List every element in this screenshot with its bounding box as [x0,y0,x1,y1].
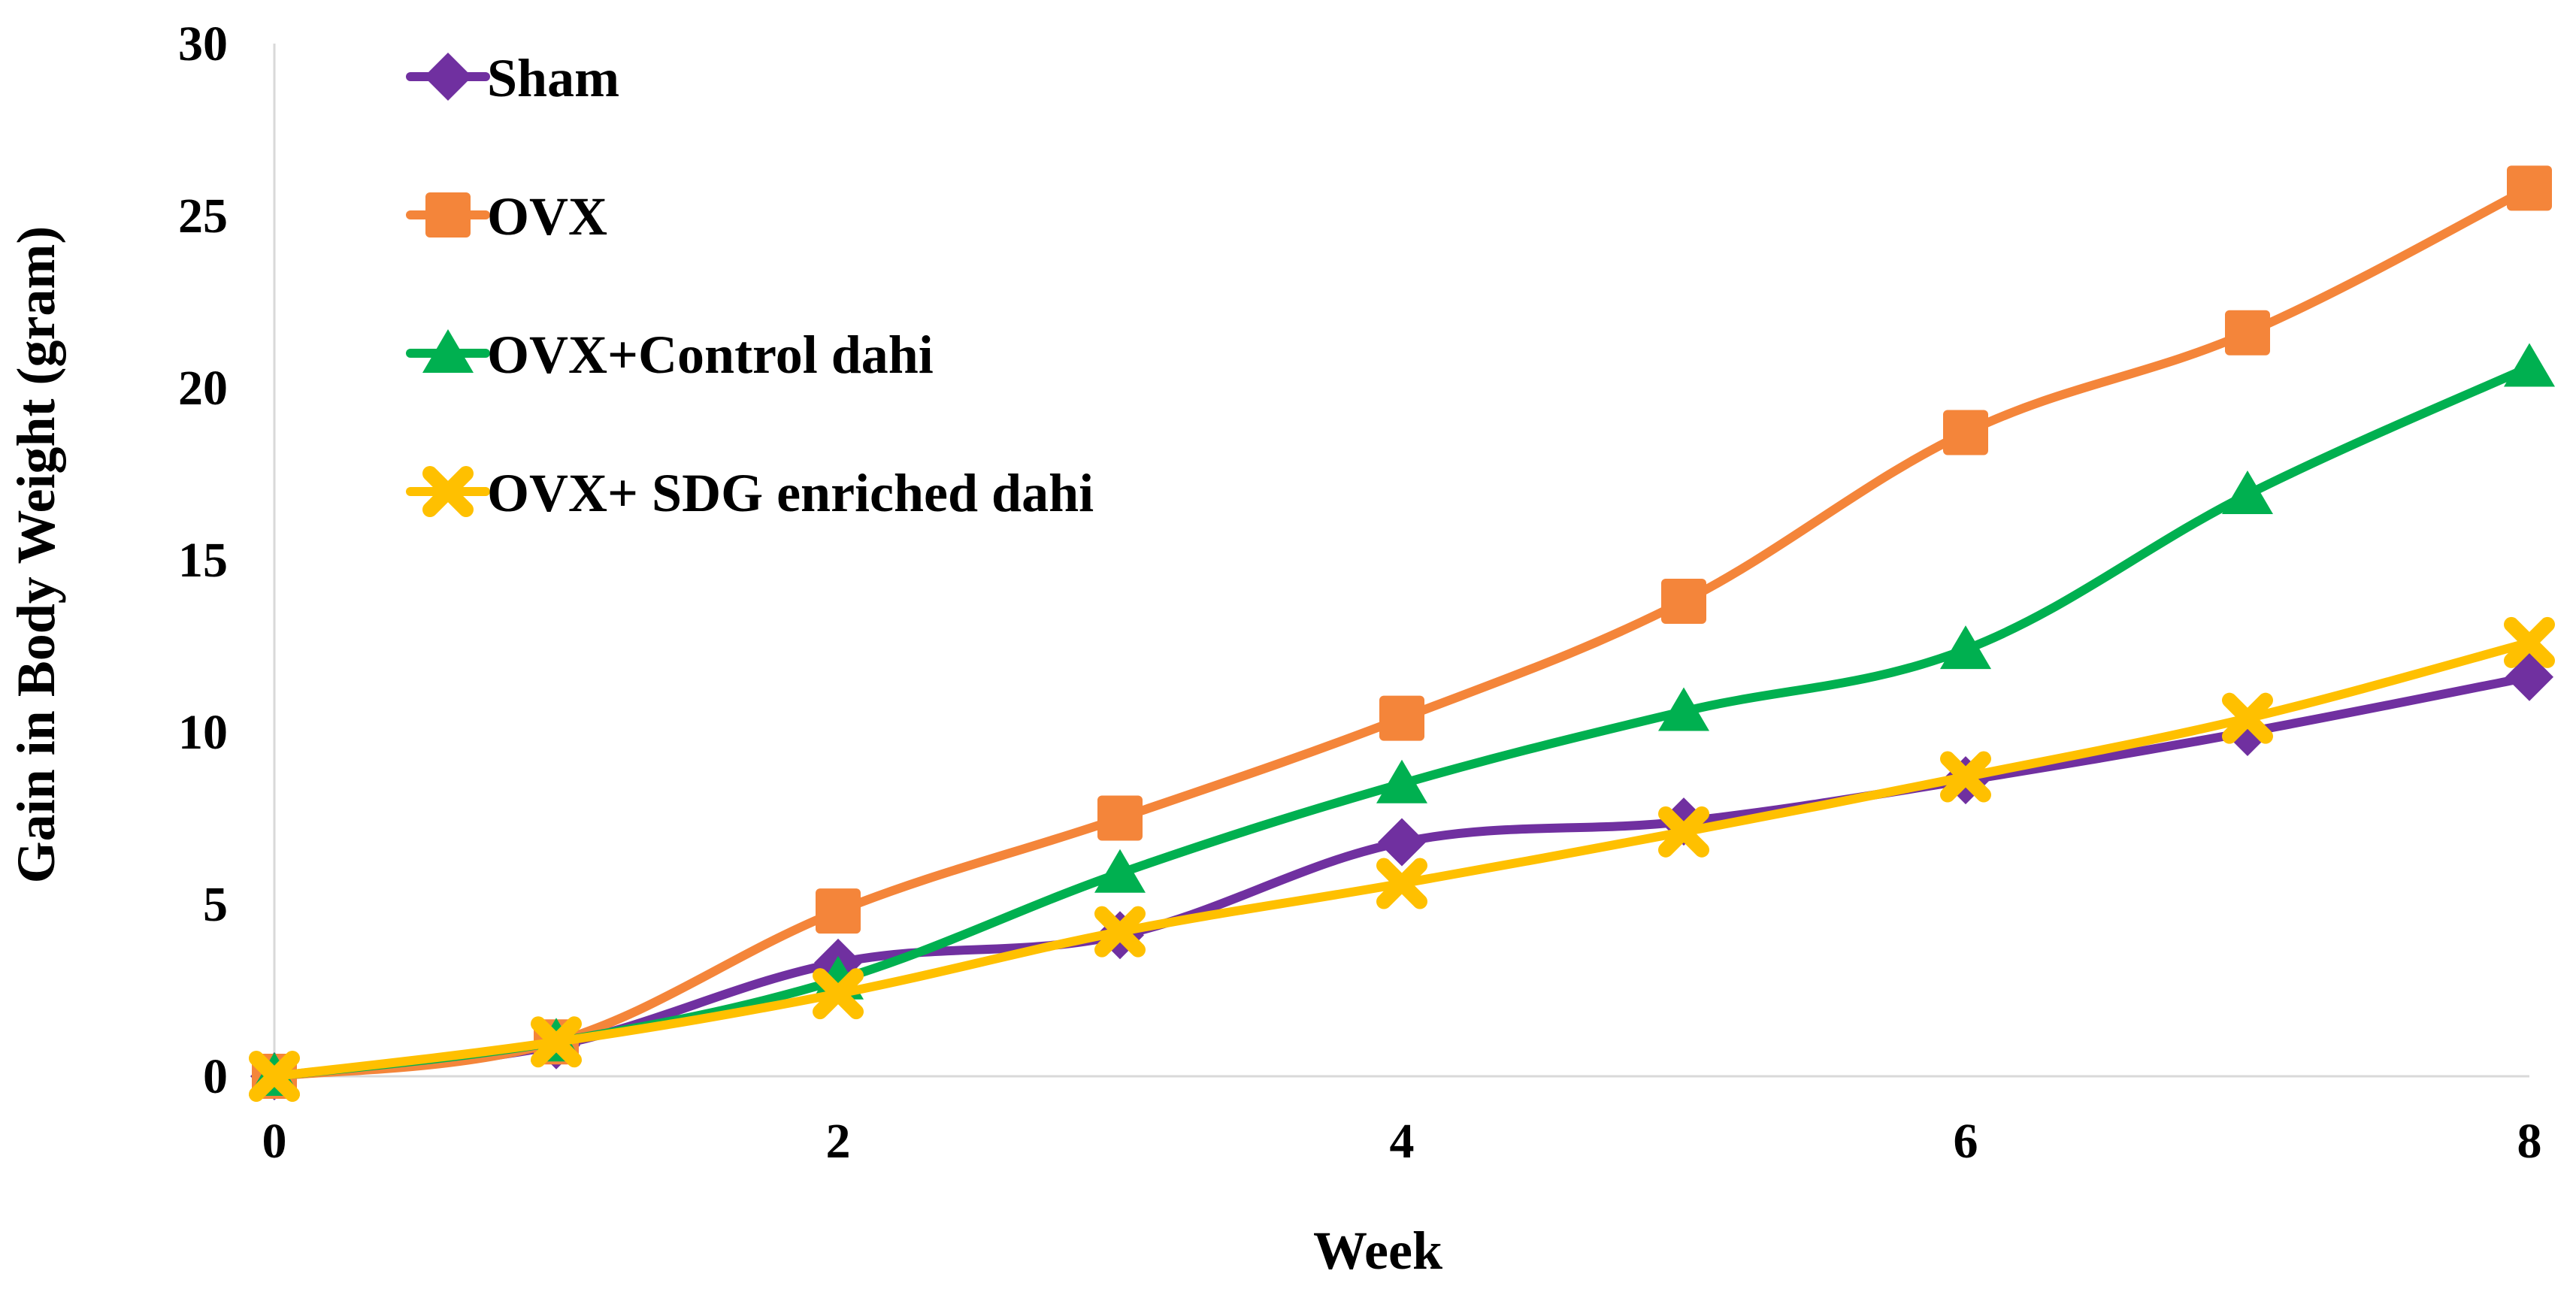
data-point-ovx-sdg-enriched-dahi [1658,806,1709,858]
legend-item-ovx-sdg-enriched-dahi: OVX+ SDG enriched dahi [406,463,1094,523]
y-tick-label: 10 [178,705,228,760]
y-tick-label: 25 [178,189,228,244]
legend-label: OVX+ SDG enriched dahi [487,463,1094,523]
data-point-sham [1378,818,1426,867]
data-point-ovx-sdg-enriched-dahi [249,1051,300,1102]
series-layer [249,165,2555,1102]
legend-marker-icon-stroke [422,466,474,517]
data-point-ovx-sdg-enriched-dahi [813,968,864,1020]
series-ovx [252,165,2552,1099]
x-tick-label: 8 [2517,1114,2542,1169]
legend-marker-icon [422,329,474,373]
data-point-ovx [2507,165,2552,211]
data-point-ovx [1097,795,1143,841]
y-axis-title: Gain in Body Weight (gram) [6,226,66,884]
y-tick-label: 0 [203,1049,228,1104]
data-point-ovx-sdg-enriched-dahi-stroke [1940,751,1991,803]
data-point-ovx-sdg-enriched-dahi-stroke [1094,906,1146,958]
legend-item-sham: Sham [406,48,619,108]
series-ovx-sdg-enriched-dahi [249,616,2555,1102]
data-point-ovx-sdg-enriched-dahi [1940,751,1991,803]
legend-label: OVX+Control dahi [487,325,934,385]
data-point-ovx-sdg-enriched-dahi-stroke [531,1016,582,1068]
series-line-ovx [270,183,2534,1081]
data-point-ovx-sdg-enriched-dahi-stroke [1376,858,1427,909]
data-point-ovx [2225,310,2270,356]
data-point-ovx-sdg-enriched-dahi-stroke [1658,806,1709,858]
data-point-ovx [1379,695,1424,741]
data-point-ovx-sdg-enriched-dahi [531,1016,582,1068]
data-point-ovx-control-dahi [1094,849,1146,893]
y-tick-label: 30 [178,17,228,71]
data-point-ovx-sdg-enriched-dahi [1376,858,1427,909]
data-point-ovx-control-dahi [1940,625,1991,670]
x-tick-label: 2 [826,1114,851,1169]
data-point-ovx-sdg-enriched-dahi [2504,616,2555,668]
data-point-ovx-sdg-enriched-dahi-stroke [813,968,864,1020]
x-axis-title: Week [1313,1221,1442,1281]
data-point-ovx-control-dahi [2222,470,2273,514]
x-tick-label: 0 [262,1114,287,1169]
legend: Sham OVX OVX+Control dahi OVX+ SDG enriched… [406,48,1094,523]
data-point-ovx [1943,410,1988,455]
legend-item-ovx: OVX [406,186,607,247]
data-point-ovx [1661,578,1706,624]
legend-label: OVX [487,186,607,247]
data-point-ovx-control-dahi [1658,687,1709,731]
data-point-ovx-sdg-enriched-dahi-stroke [2222,692,2273,744]
y-tick-label: 15 [178,533,228,588]
x-tick-label: 6 [1954,1114,1978,1169]
data-point-ovx-sdg-enriched-dahi-stroke [2504,616,2555,668]
y-tick-label: 20 [178,361,228,416]
data-point-ovx-control-dahi [2504,343,2555,387]
legend-marker-icon [424,53,472,101]
axis-ticks: 0 5 10 15 20 25 30 0 2 4 6 8 [178,17,2542,1169]
legend-label: Sham [487,48,619,108]
data-point-ovx-sdg-enriched-dahi [2222,692,2273,744]
x-tick-label: 4 [1390,1114,1415,1169]
legend-item-ovx-control-dahi: OVX+Control dahi [406,325,934,385]
data-point-ovx-sdg-enriched-dahi-stroke [249,1051,300,1102]
data-point-ovx-control-dahi [1376,759,1427,803]
legend-marker-icon [425,192,471,238]
y-tick-label: 5 [203,877,228,932]
data-point-ovx [816,888,861,934]
data-point-ovx-sdg-enriched-dahi [1094,906,1146,958]
legend-marker-icon [422,466,474,517]
